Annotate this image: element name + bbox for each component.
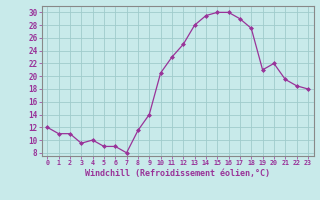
X-axis label: Windchill (Refroidissement éolien,°C): Windchill (Refroidissement éolien,°C) [85,169,270,178]
